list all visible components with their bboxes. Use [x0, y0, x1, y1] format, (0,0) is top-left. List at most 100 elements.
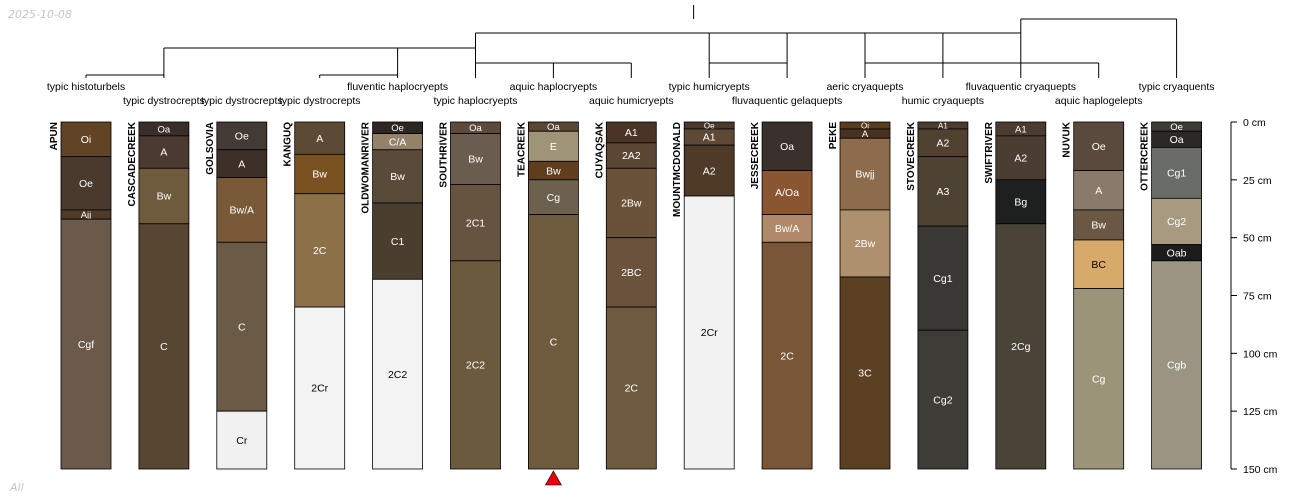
horizon-label: 2Cg [1011, 341, 1030, 353]
dendrogram-branch [942, 62, 1021, 78]
horizon [216, 241, 268, 412]
profile-name: MOUNTMCDONALD [672, 122, 683, 217]
depth-tick-label: 100 cm [1243, 348, 1278, 360]
horizon [294, 306, 346, 470]
horizon [216, 149, 268, 178]
horizon [60, 121, 112, 158]
horizon-label: C/A [389, 136, 407, 148]
horizon [294, 193, 346, 308]
horizon-label: A1 [625, 127, 638, 139]
horizon-label: 2C [313, 245, 327, 257]
date-stamp: 2025-10-08 [8, 8, 72, 21]
horizon [761, 170, 813, 215]
horizon [605, 306, 657, 470]
horizon-label: C [160, 341, 168, 353]
horizon-label: Oe [79, 178, 93, 190]
horizon [839, 137, 891, 211]
dendrogram-branch [85, 74, 165, 78]
horizon [917, 156, 969, 227]
horizon-label: 2Bw [621, 198, 642, 210]
dendrogram-branch [942, 32, 1022, 63]
horizon-label: A2 [1014, 153, 1027, 165]
horizon-label: C [238, 321, 246, 333]
dendrogram [85, 5, 1178, 78]
dendrogram-branch [319, 74, 399, 78]
horizon-label: A3 [936, 186, 949, 198]
profile-name: GOLSOVIA [205, 122, 216, 175]
profile-name: KANGUQ [283, 122, 294, 167]
horizon-label: Cgb [1167, 360, 1186, 372]
horizon-label: Oa [547, 122, 560, 133]
horizon [528, 214, 579, 470]
horizon [60, 218, 112, 470]
horizon [216, 410, 268, 470]
soil-profile: Oe A1 A2 2Cr MOUNTMCDONALD [672, 121, 735, 470]
dendrogram-branch [709, 32, 788, 63]
depth-tick-label: 25 cm [1243, 175, 1272, 187]
profile-name: SOUTHRIVER [439, 121, 450, 187]
horizon [1073, 239, 1125, 289]
horizon [917, 329, 969, 470]
taxon-label: aquic haplocryepts [510, 81, 598, 93]
dendrogram-branch [163, 47, 399, 75]
soil-profile: OiA Bwjj 2Bw 3C PEKE [828, 121, 891, 470]
horizon-label: A [1095, 185, 1102, 197]
horizon-label: A [316, 133, 323, 145]
soil-profile: Oa Bw 2C1 2C2 SOUTHRIVER [439, 121, 501, 470]
horizon [216, 121, 268, 151]
depth-tick-label: 50 cm [1243, 233, 1272, 245]
horizon-label: Oab [1167, 247, 1187, 259]
horizon-label: A1 [703, 132, 716, 144]
horizon [917, 128, 969, 158]
soil-profiles: Oi Oe Ajj Cgf APUN Oa A Bw C CASCADECREEK Oe A Bw/A C… [49, 121, 1202, 470]
horizon [605, 237, 657, 308]
horizon [372, 202, 424, 280]
taxon-label: typic haplocryepts [433, 95, 517, 107]
profile-name: OTTERCREEK [1140, 121, 1151, 191]
horizon-label: Oi [861, 121, 869, 130]
dendrogram-branch [475, 62, 554, 78]
depth-tick-label: 0 cm [1243, 117, 1266, 129]
soil-profile: Oa A/Oa Bw/A 2C JESSECREEK [750, 121, 813, 470]
depth-axis: 0 cm 25 cm 50 cm 75 cm 100 cm 125 cm 150 cm [1230, 117, 1278, 476]
horizon-label: 2C1 [466, 217, 485, 229]
horizon [1151, 260, 1202, 470]
profile-name: CASCADECREEK [127, 121, 138, 206]
horizon [216, 177, 268, 243]
dendrogram-branch [787, 32, 866, 63]
horizon-label: A2 [936, 137, 949, 149]
soil-profile: Oi Oe Ajj Cgf APUN [49, 121, 112, 470]
profile-name: NUVUK [1062, 121, 1073, 157]
horizon [450, 260, 501, 470]
depth-tick-label: 125 cm [1243, 406, 1278, 418]
horizon-label: A1 [938, 121, 948, 130]
taxon-label: aeric cryaquepts [826, 81, 903, 93]
horizon-label: Cg1 [1167, 168, 1186, 180]
profile-name: CUYAQSAK [594, 121, 605, 178]
horizon-label: Bw [390, 171, 405, 183]
horizon-label: Cg2 [933, 394, 952, 406]
depth-tick-label: 150 cm [1243, 464, 1278, 476]
horizon [528, 179, 579, 215]
depth-tick-label: 75 cm [1243, 291, 1272, 303]
horizon-label: 2BC [621, 267, 642, 279]
dendrogram-branch [708, 62, 788, 78]
taxon-label: typic dystrocrepts [123, 95, 205, 107]
horizon [528, 130, 579, 162]
horizon-label: 2C [625, 383, 639, 395]
soil-profile: A1 2A2 2Bw 2BC 2C CUYAQSAK [594, 121, 657, 470]
profile-name: PEKE [828, 122, 839, 150]
soil-profile: Oe A Bw/A C Cr GOLSOVIA [205, 121, 268, 470]
horizon-label: Oa [158, 124, 171, 135]
horizon-label: Oi [81, 134, 92, 146]
dendrogram-branch [475, 32, 710, 63]
horizon-label: 2C [780, 350, 794, 362]
taxon-label: typic dystrocrepts [279, 95, 361, 107]
horizon [294, 121, 346, 155]
horizon-label: E [550, 141, 557, 153]
dendrogram-branch [865, 32, 944, 63]
profile-name: APUN [49, 122, 60, 150]
horizon-label: Cg2 [1167, 216, 1186, 228]
horizon [138, 223, 190, 470]
